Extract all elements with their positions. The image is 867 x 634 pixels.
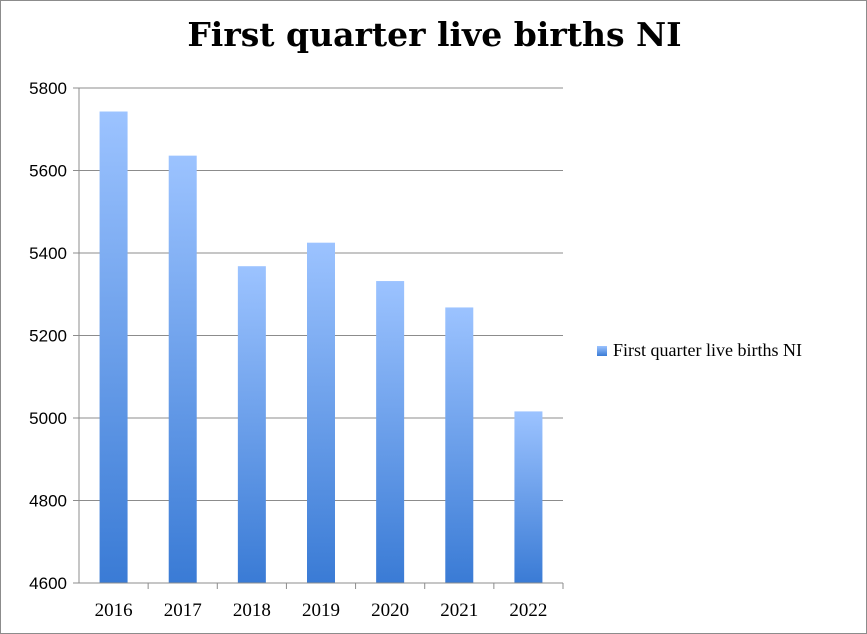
legend-label: First quarter live births NI bbox=[613, 340, 802, 360]
bar-2022 bbox=[514, 411, 543, 583]
y-tick-label: 5000 bbox=[29, 409, 67, 428]
x-tick-label: 2019 bbox=[302, 600, 340, 621]
x-tick-label: 2022 bbox=[509, 600, 547, 621]
y-tick-label: 5200 bbox=[29, 327, 67, 346]
y-tick-label: 5600 bbox=[29, 162, 67, 181]
bar-2020 bbox=[376, 281, 405, 583]
x-tick-label: 2017 bbox=[164, 600, 202, 621]
bar-2018 bbox=[237, 266, 266, 583]
x-tick-label: 2020 bbox=[371, 600, 409, 621]
legend-swatch-icon bbox=[597, 345, 607, 356]
y-tick-label: 5800 bbox=[29, 79, 67, 98]
bar-2017 bbox=[168, 155, 197, 583]
y-tick-label: 4600 bbox=[29, 574, 67, 593]
x-tick-label: 2021 bbox=[440, 600, 478, 621]
bar-2019 bbox=[307, 242, 335, 583]
bar-2016 bbox=[99, 111, 128, 583]
x-tick-label: 2016 bbox=[95, 600, 133, 621]
bar-2021 bbox=[445, 307, 474, 583]
chart-title: First quarter live births NI bbox=[187, 15, 682, 54]
y-tick-label: 4800 bbox=[29, 492, 67, 511]
x-tick-label: 2018 bbox=[233, 600, 271, 621]
legend: First quarter live births NI bbox=[597, 340, 802, 361]
y-tick-label: 5400 bbox=[29, 244, 67, 263]
